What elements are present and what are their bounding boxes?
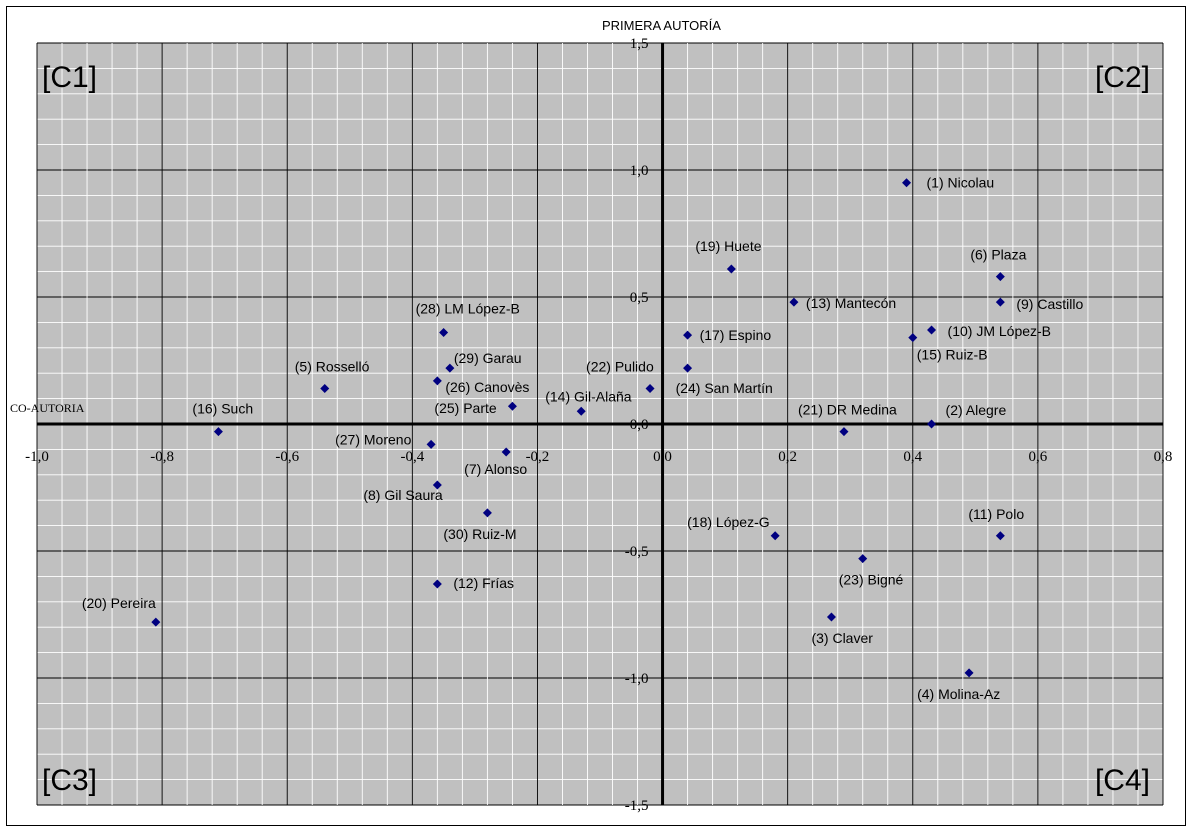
data-point-marker	[432, 480, 442, 490]
data-point-marker	[826, 612, 836, 622]
data-point-label: (20) Pereira	[82, 595, 156, 611]
data-point-label: (9) Castillo	[1016, 296, 1083, 312]
data-point-marker	[439, 328, 449, 338]
data-point-marker	[576, 406, 586, 416]
y-tick-label: 0,5	[630, 290, 649, 306]
data-point-label: (11) Polo	[968, 506, 1024, 522]
data-point-marker	[964, 668, 974, 678]
y-tick-label: 1,5	[630, 36, 649, 52]
data-point-label: (23) Bigné	[839, 572, 904, 588]
data-point-marker	[645, 383, 655, 393]
data-point-label: (6) Plaza	[970, 247, 1026, 263]
y-tick-label: -1,0	[625, 671, 649, 687]
y-tick-label: -0,5	[625, 544, 649, 560]
data-point-marker	[927, 325, 937, 335]
data-point-label: (10) JM López-B	[948, 323, 1051, 339]
data-point-marker	[995, 531, 1005, 541]
y-axis-title: PRIMERA AUTORÍA	[602, 18, 721, 33]
data-point-label: (25) Parte	[434, 400, 496, 416]
quadrant-label: [C3]	[42, 764, 97, 797]
data-point-label: (14) Gil-Alaña	[545, 388, 632, 404]
data-point-label: (2) Alegre	[946, 402, 1007, 418]
data-point-marker	[507, 401, 517, 411]
data-point-label: (8) Gil Saura	[363, 487, 443, 503]
data-point-marker	[789, 297, 799, 307]
data-point-label: (26) Canovès	[445, 379, 529, 395]
data-point-label: (22) Pulido	[586, 358, 654, 374]
data-point-label: (15) Ruiz-B	[917, 347, 988, 363]
axes	[37, 43, 1163, 805]
x-tick-label: 0,4	[903, 449, 922, 465]
data-point-label: (28) LM López-B	[416, 301, 520, 317]
data-point-marker	[151, 617, 161, 627]
data-point-marker	[908, 333, 918, 343]
quadrant-label: [C4]	[1095, 764, 1150, 797]
data-point-marker	[927, 419, 937, 429]
x-tick-label: 0,2	[778, 449, 797, 465]
data-point-marker	[995, 297, 1005, 307]
x-axis-title: CO-AUTORIA	[10, 401, 85, 415]
data-point-marker	[839, 427, 849, 437]
x-tick-label: -0,8	[150, 449, 174, 465]
data-point-label: (30) Ruiz-M	[443, 526, 516, 542]
quadrant-label: [C2]	[1095, 61, 1150, 94]
data-point-marker	[501, 447, 511, 457]
x-tick-label: 0,6	[1029, 449, 1048, 465]
data-point-marker	[683, 363, 693, 373]
data-point-marker	[432, 376, 442, 386]
data-point-marker	[902, 178, 912, 188]
data-point-label: (7) Alonso	[464, 461, 527, 477]
data-point-marker	[445, 363, 455, 373]
data-point-marker	[683, 330, 693, 340]
data-point-marker	[426, 439, 436, 449]
data-point-label: (4) Molina-Az	[917, 686, 1000, 702]
data-point-marker	[320, 383, 330, 393]
y-tick-label: -1,5	[625, 798, 649, 814]
data-point-label: (5) Rosselló	[295, 358, 370, 374]
x-tick-label: 0,8	[1154, 449, 1173, 465]
data-point-label: (16) Such	[192, 401, 253, 417]
data-point-marker	[770, 531, 780, 541]
data-point-label: (29) Garau	[454, 350, 522, 366]
data-point-marker	[726, 264, 736, 274]
x-tick-label: -0,6	[275, 449, 299, 465]
data-point-marker	[482, 508, 492, 518]
data-point-label: (17) Espino	[700, 327, 772, 343]
data-point-label: (1) Nicolau	[927, 175, 995, 191]
tick-labels: -1,0 -0,8 -0,6 -0,4 -0,2 0,0 0,2 0,4 0,6 0,8 1,5 1,…	[25, 36, 1172, 814]
data-point-label: (27) Moreno	[335, 431, 411, 447]
data-point-label: (18) López-G	[687, 514, 769, 530]
data-point-marker	[995, 272, 1005, 282]
quadrant-labels: [C1] [C2] [C3] [C4]	[42, 61, 1150, 797]
y-tick-label: 1,0	[630, 163, 649, 179]
data-point-marker	[432, 579, 442, 589]
x-tick-label: -1,0	[25, 449, 49, 465]
data-point-marker	[858, 554, 868, 564]
data-points: (1) Nicolau (2) Alegre (3) Claver (4) Molin…	[82, 175, 1084, 702]
data-point-marker	[213, 427, 223, 437]
y-tick-label: 0,0	[630, 417, 649, 433]
data-point-label: (19) Huete	[695, 238, 761, 254]
data-point-label: (24) San Martín	[676, 380, 773, 396]
data-point-label: (13) Mantecón	[806, 295, 896, 311]
x-tick-label: -0,2	[526, 449, 550, 465]
quadrant-label: [C1]	[42, 61, 97, 94]
x-tick-label: 0,0	[653, 449, 672, 465]
data-point-label: (3) Claver	[811, 630, 873, 646]
data-point-label: (12) Frías	[453, 575, 514, 591]
x-tick-label: -0,4	[400, 449, 424, 465]
data-point-label: (21) DR Medina	[798, 402, 897, 418]
